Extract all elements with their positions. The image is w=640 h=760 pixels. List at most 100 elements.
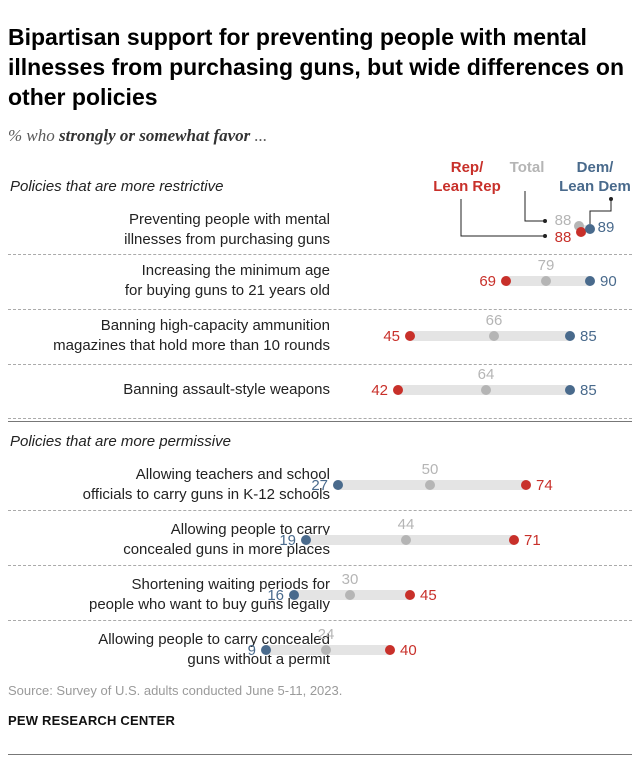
rep-leader-dot bbox=[543, 234, 547, 238]
row-separator bbox=[8, 309, 632, 310]
subtitle-emphasis: strongly or somewhat favor bbox=[59, 126, 251, 145]
rep-value-label: 45 bbox=[420, 587, 437, 604]
dem-value-label: 85 bbox=[580, 328, 597, 345]
total-dot bbox=[401, 535, 411, 545]
dem-dot bbox=[333, 480, 343, 490]
subtitle-suffix: ... bbox=[254, 126, 268, 145]
dem-dot bbox=[585, 276, 595, 286]
rep-dot bbox=[576, 227, 586, 237]
total-value-label: 24 bbox=[318, 626, 335, 643]
rep-value-label: 71 bbox=[524, 532, 541, 549]
rep-dot bbox=[405, 331, 415, 341]
rep-value-label: 45 bbox=[383, 328, 400, 345]
row-label-line: Banning high-capacity ammunition bbox=[100, 317, 330, 334]
row-separator bbox=[8, 565, 632, 566]
total-value-label: 88 bbox=[555, 212, 572, 229]
rep-dot bbox=[405, 590, 415, 600]
source-note: Source: Survey of U.S. adults conducted … bbox=[8, 683, 343, 698]
dem-value-label: 27 bbox=[311, 477, 328, 494]
legend-dem: Dem/ Lean Dem bbox=[555, 158, 635, 196]
rep-value-label: 74 bbox=[536, 477, 553, 494]
total-dot bbox=[541, 276, 551, 286]
dem-value-label: 85 bbox=[580, 382, 597, 399]
org-name: PEW RESEARCH CENTER bbox=[8, 713, 176, 728]
row-label-line: Allowing people to carry concealed bbox=[98, 631, 330, 648]
row-label-line: concealed guns in more places bbox=[123, 541, 330, 558]
row-label-line: Preventing people with mental bbox=[129, 211, 330, 228]
row-label-line: Increasing the minimum age bbox=[141, 262, 330, 279]
rep-leader-line bbox=[460, 199, 545, 237]
total-value-label: 64 bbox=[478, 366, 495, 383]
total-dot bbox=[481, 385, 491, 395]
rep-value-label: 69 bbox=[479, 273, 496, 290]
row-separator bbox=[8, 418, 632, 419]
rep-dot bbox=[521, 480, 531, 490]
rep-dot bbox=[509, 535, 519, 545]
row-label: Preventing people with mental illnesses f… bbox=[10, 210, 330, 250]
legend-dem-line2: Lean Dem bbox=[559, 178, 631, 195]
rep-dot bbox=[393, 385, 403, 395]
legend-rep: Rep/ Lean Rep bbox=[412, 158, 522, 196]
total-dot bbox=[345, 590, 355, 600]
row-label-line: for buying guns to 21 years old bbox=[124, 282, 330, 299]
row-label-line: Allowing teachers and school bbox=[135, 466, 330, 483]
total-dot bbox=[489, 331, 499, 341]
dem-value-label: 16 bbox=[267, 587, 284, 604]
legend-rep-line1: Rep/ bbox=[450, 159, 484, 176]
bottom-rule bbox=[8, 754, 632, 755]
dem-value-label: 19 bbox=[279, 532, 296, 549]
row-label-line: magazines that hold more than 10 rounds bbox=[53, 337, 330, 354]
dem-dot bbox=[261, 645, 271, 655]
row-separator bbox=[8, 620, 632, 621]
rep-dot bbox=[385, 645, 395, 655]
total-dot bbox=[321, 645, 331, 655]
section-title: Policies that are more permissive bbox=[10, 433, 231, 450]
dem-dot bbox=[565, 331, 575, 341]
legend-total: Total bbox=[509, 159, 545, 176]
row-label-line: Allowing people to carry bbox=[170, 521, 330, 538]
rep-value-label: 88 bbox=[555, 229, 572, 246]
dem-leader-end bbox=[609, 197, 613, 201]
legend-dem-line1: Dem/ bbox=[576, 159, 614, 176]
row-label-line: illnesses from purchasing guns bbox=[124, 231, 330, 248]
subtitle-prefix: % who bbox=[8, 126, 55, 145]
row-label-line: Shortening waiting periods for bbox=[131, 576, 330, 593]
dem-dot bbox=[301, 535, 311, 545]
dem-value-label: 90 bbox=[600, 273, 617, 290]
total-value-label: 50 bbox=[422, 461, 439, 478]
chart-subtitle: % who strongly or somewhat favor ... bbox=[8, 126, 267, 146]
section-divider bbox=[8, 421, 632, 422]
row-label: Increasing the minimum age for buying gun… bbox=[10, 261, 330, 301]
rep-dot bbox=[501, 276, 511, 286]
dem-value-label: 89 bbox=[598, 219, 615, 236]
rep-value-label: 42 bbox=[371, 382, 388, 399]
row-label: Allowing teachers and school officials to… bbox=[10, 465, 330, 505]
row-label: Allowing people to carry concealed guns i… bbox=[10, 520, 330, 560]
row-label-line: people who want to buy guns legally bbox=[89, 596, 330, 613]
row-label-line: Banning assault-style weapons bbox=[123, 381, 330, 398]
dem-value-label: 9 bbox=[248, 642, 256, 659]
total-value-label: 44 bbox=[398, 516, 415, 533]
rep-value-label: 40 bbox=[400, 642, 417, 659]
row-separator bbox=[8, 254, 632, 255]
row-label: Shortening waiting periods for people who… bbox=[10, 575, 330, 615]
total-dot bbox=[425, 480, 435, 490]
legend-rep-line2: Lean Rep bbox=[433, 178, 501, 195]
row-label: Banning high-capacity ammunition magazine… bbox=[10, 316, 330, 356]
total-value-label: 66 bbox=[486, 312, 503, 329]
dem-dot bbox=[289, 590, 299, 600]
row-separator bbox=[8, 364, 632, 365]
chart-title: Bipartisan support for preventing people… bbox=[8, 24, 625, 110]
row-separator bbox=[8, 510, 632, 511]
row-label: Allowing people to carry concealed guns w… bbox=[10, 630, 330, 670]
total-leader-dot bbox=[543, 219, 547, 223]
total-value-label: 30 bbox=[342, 571, 359, 588]
dem-dot bbox=[585, 224, 595, 234]
row-label: Banning assault-style weapons bbox=[10, 380, 330, 400]
total-value-label: 79 bbox=[538, 257, 555, 274]
row-label-line: guns without a permit bbox=[187, 651, 330, 668]
row-label-line: officials to carry guns in K-12 schools bbox=[82, 486, 330, 503]
dem-leader-line bbox=[589, 199, 612, 224]
total-leader-line bbox=[524, 191, 545, 222]
